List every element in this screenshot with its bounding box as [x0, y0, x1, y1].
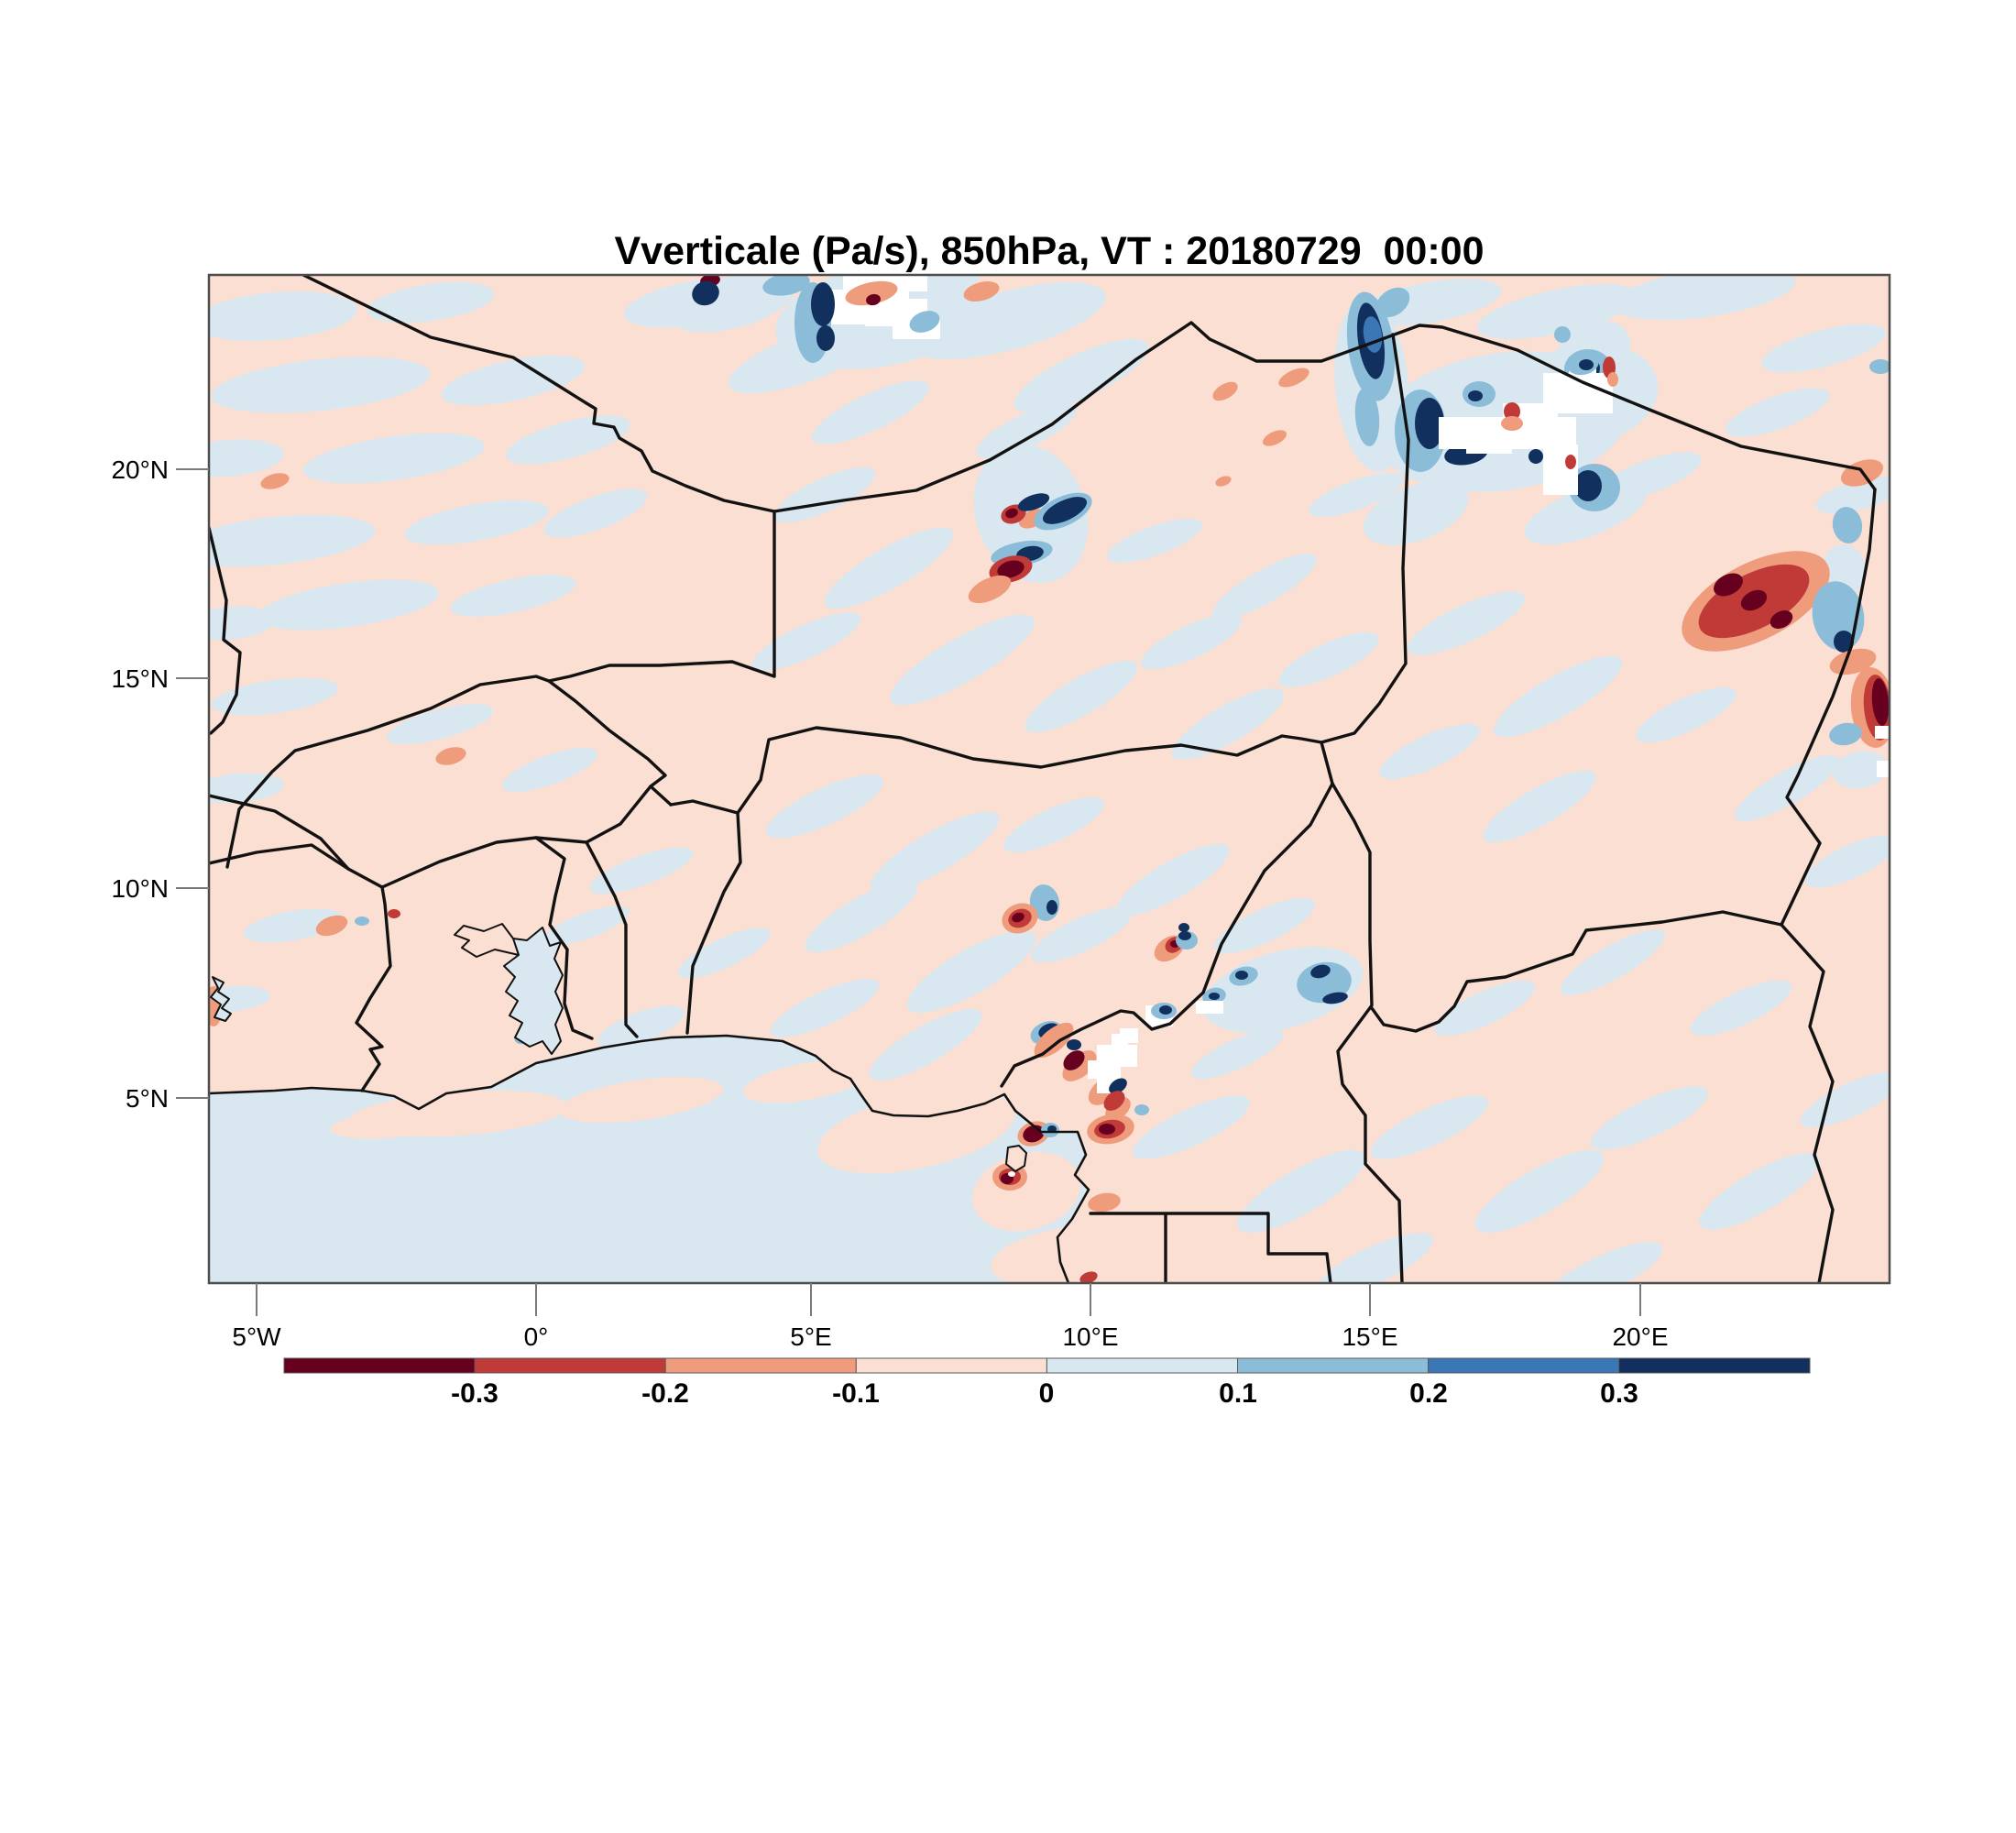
lat-tick-label: 10°N — [111, 874, 169, 903]
lon-tick-label: 20°E — [1612, 1323, 1668, 1351]
lon-tick-label: 5°W — [232, 1323, 281, 1351]
border-ivorycoast-north — [209, 843, 384, 889]
anomaly-air-couplet-chain — [968, 492, 1092, 604]
lat-tick-label: 5°N — [126, 1084, 169, 1113]
colorbar-tick-label: 0 — [1039, 1378, 1055, 1409]
colorbar-tick-label: 0.1 — [1219, 1378, 1257, 1409]
colorbar-tick-label: 0.3 — [1600, 1378, 1638, 1409]
lon-tick-label: 15°E — [1342, 1323, 1397, 1351]
lon-tick-label: 0° — [524, 1323, 549, 1351]
lon-tick-label: 10°E — [1062, 1323, 1118, 1351]
border-nigeria-cameroon — [1000, 782, 1334, 1088]
border-benin-niger — [669, 799, 740, 815]
colorbar-tick-label: -0.2 — [641, 1378, 689, 1409]
border-ghana-burkina — [380, 836, 588, 889]
border-algeria-niger-libya-chad — [772, 321, 1877, 513]
colorbar-segment — [1046, 1357, 1239, 1374]
border-benin-northwest — [585, 785, 652, 844]
latitude-axis: 20°N 15°N 10°N 5°N — [111, 456, 209, 1113]
border-sudan-car-east — [1780, 923, 1835, 1283]
lat-tick-label: 15°N — [111, 664, 169, 693]
colorbar-segment — [1618, 1357, 1811, 1374]
colorbar: -0.3 -0.2 -0.1 0 0.1 0.2 0.3 — [283, 1357, 1811, 1409]
figure-title: Vverticale (Pa/s), 850hPa, VT : 20180729… — [615, 229, 1485, 273]
sea-area — [209, 1036, 1089, 1283]
colorbar-tick-label: 0.2 — [1409, 1378, 1448, 1409]
colorbar-segment — [1237, 1357, 1430, 1374]
border-mali-niger — [547, 510, 776, 683]
lake-volta — [503, 927, 564, 1055]
border-ghana-togo — [534, 836, 594, 1040]
bioko-island — [1005, 1145, 1027, 1172]
lake-volta-west-arm — [454, 923, 520, 958]
colorbar-segment — [474, 1357, 666, 1374]
coastline — [209, 1034, 1090, 1283]
border-chad-sudan — [1780, 488, 1877, 927]
field-weak-ascent-blobs — [209, 275, 1890, 1283]
colorbar-segment — [664, 1357, 857, 1374]
border-burkina-north-east — [225, 675, 673, 869]
border-ivorycoast-northwest — [209, 794, 350, 871]
border-eq-guinea-gabon — [1089, 1212, 1332, 1283]
border-chad-cameroon-car — [1320, 741, 1404, 1283]
colorbar-segment — [855, 1357, 1047, 1374]
map-plot-area — [207, 273, 1891, 1285]
anomaly-ne-white-block — [1395, 326, 1620, 511]
colorbar-segment — [1428, 1357, 1620, 1374]
anomaly-right-edge-red-blob — [1829, 648, 1890, 777]
map-frame — [207, 273, 1891, 1285]
border-mauritania-mali — [209, 526, 242, 735]
colorbar-tick-label: -0.1 — [832, 1378, 880, 1409]
lakes — [210, 923, 1027, 1172]
lon-tick-label: 5°E — [790, 1323, 831, 1351]
lat-tick-label: 20°N — [111, 456, 169, 484]
border-car-north — [1370, 910, 1783, 1033]
border-benin-nigeria — [685, 811, 742, 1035]
colorbar-tick-label: -0.3 — [451, 1378, 499, 1409]
country-borders — [209, 275, 1877, 1283]
border-niger-chad — [1320, 333, 1410, 744]
anomaly-east-red-streak — [1682, 459, 1883, 653]
colorbar-segment — [283, 1357, 476, 1374]
border-niger-nigeria — [736, 726, 1323, 815]
anomaly-top-center-white-patch — [692, 275, 1000, 363]
longitude-axis: 5°W 0° 5°E 10°E 15°E 20°E — [232, 1283, 1669, 1351]
border-mali-algeria — [301, 275, 776, 513]
border-ivorycoast-ghana — [355, 885, 392, 1092]
small-western-lake — [210, 976, 232, 1022]
anomaly-nigeria-cameroon-cluster — [992, 884, 1352, 1283]
anomaly-niger-border-blue-streak — [1346, 287, 1410, 446]
border-togo-benin — [585, 840, 639, 1038]
